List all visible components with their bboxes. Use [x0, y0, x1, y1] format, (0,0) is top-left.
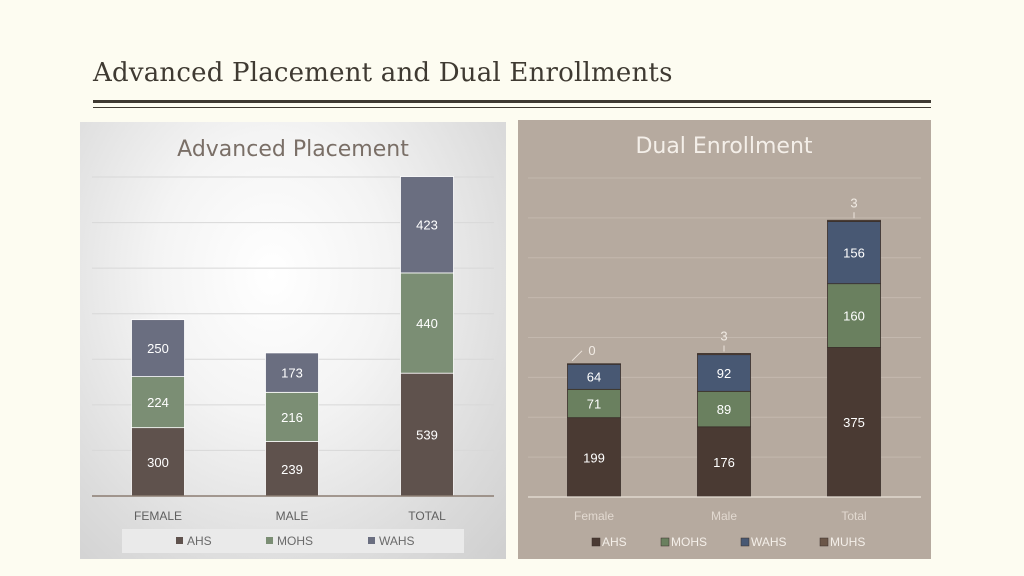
legend-label: MOHS	[671, 535, 707, 549]
bar-mohs-total	[400, 272, 454, 374]
x-tick-label: Male	[711, 509, 737, 523]
chart-title: Advanced Placement	[177, 137, 409, 162]
advanced-placement-chart: Advanced Placement 300 224 250 FEMALE 239 216 1…	[80, 122, 506, 559]
legend-label: MUHS	[830, 535, 865, 549]
bar-muhs-total	[827, 219, 881, 222]
data-label: 539	[416, 428, 438, 443]
bar-wahs-total	[827, 221, 881, 285]
x-tick-label: MALE	[276, 509, 309, 523]
bar-wahs-female	[567, 363, 621, 390]
x-tick-label: Total	[841, 509, 866, 523]
data-label: 224	[147, 395, 169, 410]
data-label: 239	[281, 462, 303, 477]
data-label: 92	[717, 366, 731, 381]
x-tick-label: Female	[574, 509, 614, 523]
data-label: 216	[281, 410, 303, 425]
data-label: 440	[416, 316, 438, 331]
legend-label: MOHS	[277, 534, 313, 548]
bar-wahs-male	[265, 352, 319, 393]
bar-mohs-female	[131, 376, 185, 429]
bar-muhs-female	[567, 363, 621, 365]
dual-enrollment-chart: Dual Enrollment 199 71 64 0 Female 176 89 92 3 Mal…	[518, 120, 931, 559]
data-label: 160	[843, 309, 865, 324]
data-label: 173	[281, 366, 303, 381]
data-label: 3	[720, 328, 727, 343]
data-label: 250	[147, 341, 169, 356]
data-label: 156	[843, 246, 865, 261]
data-label: 176	[713, 455, 735, 470]
legend-swatch-ahs	[591, 537, 601, 547]
x-tick-label: FEMALE	[134, 509, 182, 523]
legend-label: AHS	[602, 535, 627, 549]
bar-ahs-total	[400, 372, 454, 497]
bar-ahs-female	[567, 417, 621, 498]
legend-label: AHS	[187, 534, 212, 548]
bar-mohs-female	[567, 388, 621, 419]
chart-title: Dual Enrollment	[635, 134, 812, 159]
legend-swatch-mohs	[660, 537, 670, 547]
legend-label: WAHS	[751, 535, 787, 549]
legend-label: WAHS	[379, 534, 415, 548]
data-label: 0	[588, 343, 595, 358]
data-label: 64	[587, 370, 601, 385]
legend-swatch-muhs	[819, 537, 829, 547]
data-label: 375	[843, 415, 865, 430]
title-rule-thick	[93, 100, 931, 103]
data-label: 199	[583, 450, 605, 465]
bar-mohs-male	[265, 391, 319, 442]
data-label: 3	[850, 195, 857, 210]
data-label: 89	[717, 402, 731, 417]
bar-ahs-male	[265, 441, 319, 497]
advanced-placement-svg: Advanced Placement 300 224 250 FEMALE 239 216 1…	[92, 137, 494, 553]
bar-mohs-male	[697, 390, 751, 428]
title-rule-thin	[93, 107, 931, 108]
bar-mohs-total	[827, 283, 881, 348]
data-label: 71	[587, 396, 601, 411]
bar-ahs-total	[827, 347, 881, 498]
data-label: 423	[416, 218, 438, 233]
legend-swatch-mohs	[266, 537, 273, 544]
bar-muhs-male	[697, 353, 751, 356]
x-tick-label: TOTAL	[408, 509, 446, 523]
legend-swatch-wahs	[368, 537, 375, 544]
bar-wahs-female	[131, 319, 185, 378]
dual-enrollment-svg: Dual Enrollment 199 71 64 0 Female 176 89 92 3 Mal…	[528, 134, 921, 549]
data-label: 300	[147, 455, 169, 470]
legend-swatch-ahs	[176, 537, 183, 544]
legend-swatch-wahs	[740, 537, 750, 547]
leader-line	[571, 350, 583, 362]
bar-ahs-male	[697, 426, 751, 498]
slide-title: Advanced Placement and Dual Enrollments	[93, 58, 673, 88]
bar-wahs-total	[400, 176, 454, 274]
